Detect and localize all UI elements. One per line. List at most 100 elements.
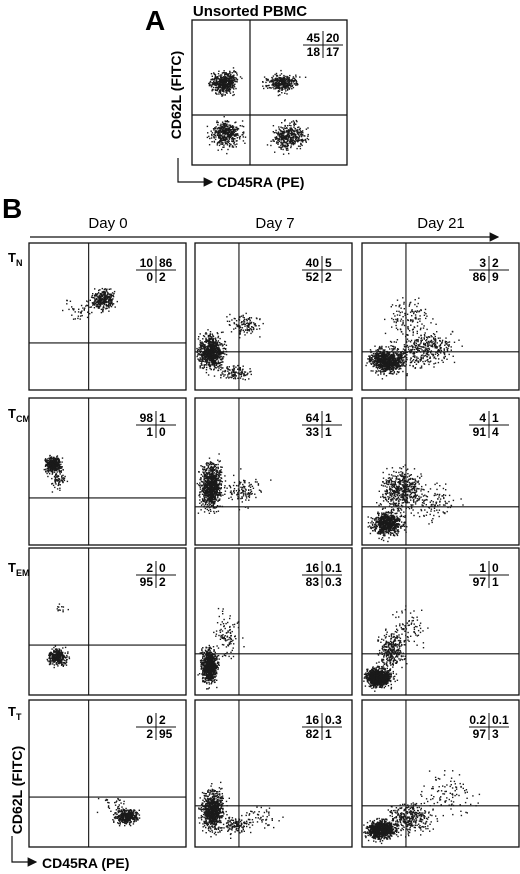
panel-a-ylabel: CD62L (FITC)	[168, 51, 184, 139]
panel-a-xlabel: CD45RA (PE)	[217, 174, 304, 190]
plot-tcm-day1-dots	[196, 453, 272, 514]
plot-tem-day2-q-upper-right: 0	[492, 561, 499, 575]
plot-tt-day1-dots	[198, 781, 284, 839]
plot-tn-day1-dots	[196, 312, 264, 381]
plot-tcm-day0-dots	[43, 454, 69, 493]
plot-tn-day2-quadrant-values: 3 2 86 9	[469, 256, 509, 284]
plot-tcm-day1-q-upper-left: 64	[306, 411, 320, 425]
day-label-0: Day 0	[88, 215, 127, 232]
plot-tt-day1: 16 0.3 82 1	[194, 699, 353, 848]
row-label-tt: TT	[8, 704, 22, 722]
plot-tcm-day2-quadrant-values: 4 191 4	[469, 411, 509, 439]
plot-tem-day1-q-lower-right: 0.3	[325, 575, 342, 589]
plot-tem-day0-quadrant-values: 2 095 2	[136, 561, 176, 589]
panel-a-dots	[206, 67, 310, 155]
plot-tn-day0-dots	[62, 287, 118, 320]
plot-tem-day0-q-upper-left: 2	[146, 561, 153, 575]
plot-tn-day2-dots	[365, 297, 463, 380]
plot-tem-day1-q-upper-right: 0.1	[325, 561, 342, 575]
panel-b-ylabel: CD62L (FITC)	[9, 746, 25, 834]
day-label-1: Day 7	[255, 215, 294, 232]
row-label-tem: TEM	[8, 560, 29, 578]
day-label-2: Day 21	[417, 215, 465, 232]
plot-tn-day2-q-upper-left: 3	[479, 256, 486, 270]
panel-a-q-upper-left: 45	[307, 31, 321, 45]
plot-tt-day1-frame	[194, 699, 353, 848]
plot-tem-day2-quadrant-values: 1 097 1	[469, 561, 509, 589]
plot-tt-day0-quadrant-values: 0 22 95	[136, 713, 176, 741]
plot-tem-day1-quadrant-values: 16 0.1 83 0.3	[302, 561, 342, 589]
plot-tcm-day2-q-upper-left: 4	[479, 411, 486, 425]
row-label-tcm: TCM	[8, 406, 30, 424]
plot-tem-day1-dots	[197, 607, 245, 690]
plot-tcm-day0-q-lower-right: 0	[159, 425, 166, 439]
plot-tt-day2-q-upper-left: 0.2	[469, 713, 486, 727]
plot-tcm-day0: 98 11 0	[28, 397, 187, 546]
plot-tt-day0-dots	[96, 797, 141, 827]
plot-tem-day0-frame	[28, 547, 187, 696]
plot-tcm-day0-frame	[28, 397, 187, 546]
plot-tn-day2-q-lower-right: 9	[492, 270, 499, 284]
plot-tn-day2-q-lower-left: 86	[473, 270, 487, 284]
plot-tt-day2-frame	[361, 699, 520, 848]
plot-tn-day1-q-lower-right: 2	[325, 270, 332, 284]
panel-b-axis-arrow	[11, 836, 38, 867]
plot-tn-day0: 10 86 0 2	[28, 242, 187, 391]
panel-a-title: Unsorted PBMC	[193, 3, 307, 20]
plot-tt-day0-q-upper-left: 0	[146, 713, 153, 727]
panel-a-letter: A	[145, 5, 165, 36]
plot-tem-day2: 1 097 1	[361, 547, 520, 696]
row-label-tn: TN	[8, 250, 22, 268]
plot-tn-day2-frame	[361, 242, 520, 391]
plot-tem-day1-q-lower-left: 83	[306, 575, 320, 589]
plot-tcm-day2-q-lower-right: 4	[492, 425, 499, 439]
plot-tem-day1-q-upper-left: 16	[306, 561, 320, 575]
plot-tcm-day2-frame	[361, 397, 520, 546]
plot-tn-day0-q-upper-right: 86	[159, 256, 173, 270]
panel-b-plot-grid: 10 860 240 552 23 286 998 11 064 133 14 191 42 095 216…	[28, 242, 520, 848]
plot-tt-day2-quadrant-values: 0.2 0.1 97 3	[469, 713, 509, 741]
plot-tem-day1: 16 0.1 83 0.3	[194, 547, 353, 696]
plot-tcm-day2-dots	[367, 464, 464, 543]
plot-tn-day1-q-lower-left: 52	[306, 270, 320, 284]
plot-tn-day1-q-upper-left: 40	[306, 256, 320, 270]
plot-tcm-day1-q-lower-left: 33	[306, 425, 320, 439]
panel-a-q-upper-right: 20	[326, 31, 340, 45]
plot-tt-day1-q-upper-right: 0.3	[325, 713, 342, 727]
panel-a-q-lower-left: 18	[307, 45, 321, 59]
panel-a-axis-arrow	[177, 158, 214, 187]
plot-tn-day2-q-upper-right: 2	[492, 256, 499, 270]
plot-tcm-day1: 64 1 33 1	[194, 397, 353, 546]
plot-tem-day0: 2 095 2	[28, 547, 187, 696]
plot-tn-day2: 3 2 86 9	[361, 242, 520, 391]
plot-tt-day2-q-lower-left: 97	[473, 727, 487, 741]
plot-tem-day2-frame	[361, 547, 520, 696]
plot-tcm-day2-q-lower-left: 91	[473, 425, 487, 439]
plot-tt-day0-frame	[28, 699, 187, 848]
plot-tcm-day1-q-upper-right: 1	[325, 411, 332, 425]
plot-tn-day0-q-lower-left: 0	[146, 270, 153, 284]
panel-a-quadrant-values: 45 20 18 17	[303, 31, 343, 59]
plot-tcm-day0-quadrant-values: 98 11 0	[136, 411, 176, 439]
panel-a-frame	[191, 19, 348, 166]
plot-tem-day2-q-lower-right: 1	[492, 575, 499, 589]
plot-tt-day0-q-lower-left: 2	[146, 727, 153, 741]
plot-tt-day2: 0.2 0.1 97 3	[361, 699, 520, 848]
plot-tcm-day2-q-upper-right: 1	[492, 411, 499, 425]
plot-tt-day2-q-lower-right: 3	[492, 727, 499, 741]
plot-tcm-day1-q-lower-right: 1	[325, 425, 332, 439]
plot-tcm-day1-quadrant-values: 64 1 33 1	[302, 411, 342, 439]
plot-tt-day1-q-upper-left: 16	[306, 713, 320, 727]
plot-tcm-day0-q-lower-left: 1	[146, 425, 153, 439]
plot-tem-day0-dots	[46, 603, 71, 669]
plot-tem-day2-q-upper-left: 1	[479, 561, 486, 575]
plot-tem-day1-frame	[194, 547, 353, 696]
plot-tem-day0-q-lower-left: 95	[140, 575, 154, 589]
plot-tcm-day0-q-upper-left: 98	[140, 411, 154, 425]
plot-tn-day0-quadrant-values: 10 86 0 2	[136, 256, 176, 284]
plot-tt-day2-q-upper-right: 0.1	[492, 713, 509, 727]
plot-tem-day0-q-lower-right: 2	[159, 575, 166, 589]
plot-tt-day0-q-lower-right: 95	[159, 727, 173, 741]
plot-tn-day0-q-lower-right: 2	[159, 270, 166, 284]
